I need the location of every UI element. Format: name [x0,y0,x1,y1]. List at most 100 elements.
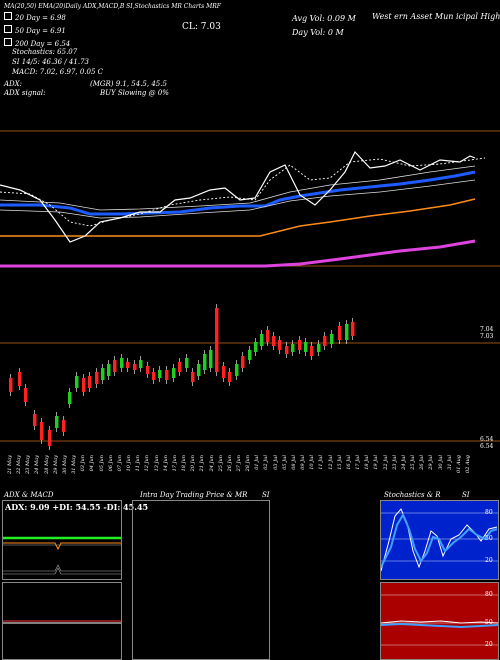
date-label: 16 Jul [345,455,352,470]
date-label: 29 May [52,455,59,474]
date-label: 31 May [71,455,78,474]
candle-body [75,376,79,388]
adx-signal-label: ADX signal: [4,89,46,97]
date-label: 03 Jul [272,455,279,470]
ma200-line [0,198,476,237]
ma50-band-upper [0,165,476,211]
ma20-line [0,150,476,243]
candle-body [272,336,276,346]
candle-body [338,326,342,340]
date-label: 12 Jul [327,455,334,470]
ma50-line [0,157,486,227]
date-label: 26 Jul [419,455,426,470]
candle-body [330,334,334,344]
candle-body [228,372,232,382]
date-label: 04 Jun [89,455,96,472]
ma50-label: 50 Day = 6.91 [4,25,70,35]
date-label: 06 Jun [107,455,114,472]
candle-body [197,364,201,376]
intraday-panel-si: SI [262,491,270,499]
date-label: 31 Jul [446,455,453,470]
candle-body [285,346,289,354]
date-label: 28 Jun [245,455,252,472]
date-label: 25 Jul [410,455,417,470]
date-label: 23 May [25,455,32,474]
stoch-lines [381,508,498,572]
date-label: 27 Jun [236,455,242,472]
ema20-line [0,170,476,216]
candle-body [222,366,226,378]
ma20-label: 20 Day = 6.98 [4,12,70,22]
candle-body [165,370,169,380]
stoch-blue-line [381,512,498,568]
price-label-bottom-a: 6.54 [480,436,494,443]
candle-body [95,372,99,384]
candle-body [126,362,130,368]
candle-body [33,414,37,426]
date-label: 30 Jul [437,455,444,470]
candle-body [48,430,52,446]
candle-body [178,362,182,372]
stoch-tick-20: 20 [485,557,493,564]
macd-panel [2,582,122,660]
adx-lines [3,536,121,575]
candle-body [101,368,105,380]
date-label: 08 Jul [290,455,297,470]
date-label: 21 Jun [199,455,206,472]
date-label: 17 Jun [171,455,178,472]
stoch-tick-50: 50 [485,535,493,542]
candle-body [18,372,22,386]
ma200-label: 200 Day = 6.54 [4,38,70,48]
candle-body [310,346,314,356]
date-label: 11 Jun [135,455,142,472]
date-label: 20 Jun [190,455,197,472]
candle-body [133,364,137,370]
macd-stat: MACD: 7.02, 6.97, 0.05 C [12,68,104,76]
candle-body [323,336,327,346]
close-price: CL: 7.03 [182,22,221,32]
date-label: 01 Jul [254,455,261,470]
candle-body [88,376,92,388]
candle-body [345,324,349,340]
rsi-lines [381,594,498,646]
candle-body [68,392,72,404]
date-axis: 21 May 22 May 23 May 24 May 28 May 29 May 30 M… [0,452,500,490]
ma50-band-lower [0,179,476,219]
adx-gray-line-c [3,567,121,575]
date-label: 24 Jun [208,455,215,472]
date-label: 19 Jul [373,455,380,470]
date-label: 13 Jun [153,455,160,472]
date-label: 23 Jul [391,455,398,470]
rsi-blue-line [381,622,498,629]
date-label: 18 Jul [364,455,371,470]
candle-body [113,360,117,372]
avg-volume: Avg Vol: 0.09 M [292,14,356,23]
buy-signal: BUY Slowing @ 0% [100,89,169,97]
rsi-tick-50: 50 [485,619,493,626]
date-label: 25 Jun [217,455,224,472]
candle-body [185,358,189,368]
candle-body [55,416,59,428]
candle-body [304,342,308,352]
candle-body [158,370,162,378]
adx-values: ADX: 9.09 +DI: 54.55 -DI: 45.45 [5,502,149,512]
ma-legend: 20 Day = 6.98 50 Day = 6.91 200 Day = 6.… [4,12,70,48]
adx-gray-line-b [3,564,121,572]
adx-stat-label: ADX: [4,80,23,88]
date-label: 03 Jun [80,455,87,472]
date-label: 26 Jun [226,455,233,472]
candle-body [291,344,295,352]
candle-body [40,422,44,440]
adx-orange-line [3,542,121,551]
bottom-band-line [0,239,476,268]
date-label: 24 Jul [400,455,407,470]
candle-body [120,358,124,368]
date-label: 30 May [61,455,68,474]
candle-chart [9,304,355,450]
date-label: 24 May [34,455,41,474]
candle-body [278,340,282,350]
candle-body [209,350,213,368]
chart-top-line: MA(20,50) EMA(20)Daily ADX,MACD,B SI,Sto… [4,3,221,10]
rsi-white-line [381,620,498,624]
date-label: 21 May [7,455,13,474]
